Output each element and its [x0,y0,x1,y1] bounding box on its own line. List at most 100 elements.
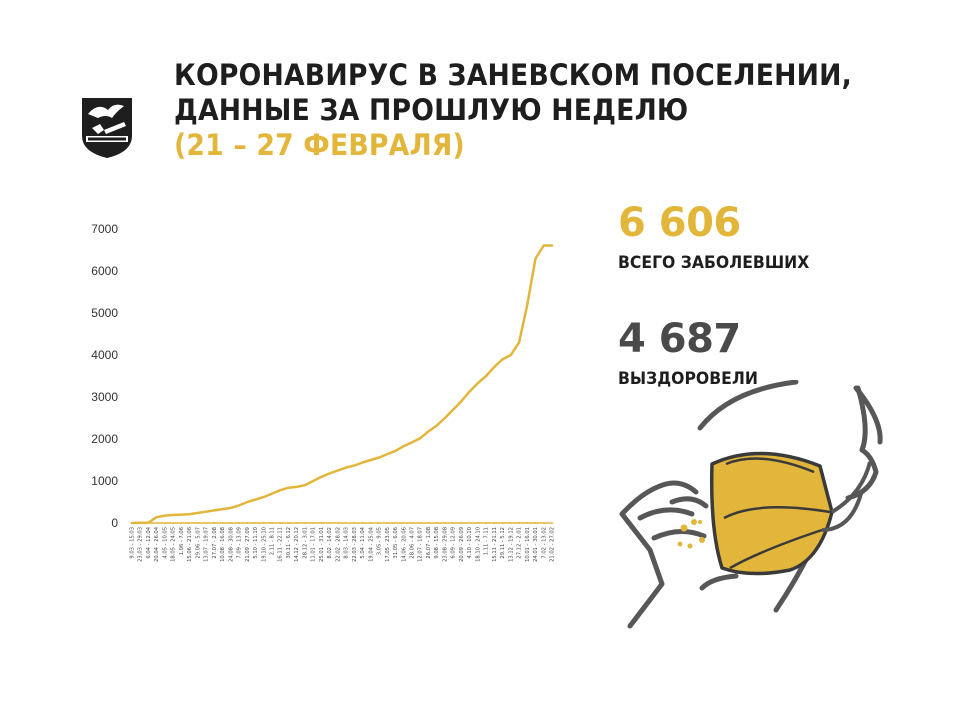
x-tick-label: 21.09 - 27.09 [245,527,251,562]
data-point [452,408,455,411]
data-point [205,522,208,524]
x-tick-label: 22.03 - 28.03 [352,527,358,562]
data-point [213,509,216,512]
data-point [180,522,183,524]
y-tick-label: 4000 [91,348,118,362]
data-point [229,522,232,524]
data-point [501,358,504,361]
data-point [378,522,380,524]
data-point [221,508,224,511]
data-point [246,501,249,503]
data-point [287,522,290,524]
data-point [172,514,175,516]
data-point [287,486,290,489]
data-point [394,449,397,452]
total-cases-label: ВСЕГО ЗАБОЛЕВШИХ [618,253,810,273]
data-point [271,522,273,524]
data-point [155,522,158,524]
x-tick-label: 30.11 - 6.12 [286,527,292,559]
data-point [509,354,512,356]
x-tick-label: 15.11 - 21.11 [492,527,498,562]
data-point [419,522,422,524]
data-point [164,522,166,524]
x-tick-label: 1.11 - 7.11 [484,527,490,555]
headline: КОРОНАВИРУС В ЗАНЕВСКОМ ПОСЕЛЕНИИ, ДАННЫ… [174,58,874,163]
data-point [213,522,216,524]
x-tick-label: 27.12 - 2.01 [517,527,523,559]
data-point [353,522,356,524]
data-point [509,522,512,524]
data-point [312,480,315,482]
coat-of-arms-icon [82,98,132,158]
x-tick-label: 24.01 - 30.01 [533,527,539,562]
data-point [304,484,306,487]
data-point [221,522,224,524]
data-point [386,453,389,456]
data-point [551,522,553,524]
data-point [526,303,529,306]
x-tick-label: 18.05 - 24.05 [171,527,177,562]
y-tick-label: 0 [111,516,118,530]
data-point [427,430,430,433]
data-point [485,375,488,377]
data-point [254,522,257,524]
data-point [542,522,545,524]
x-tick-label: 12.07 - 18.07 [418,527,424,562]
x-tick-label: 20.04 - 26.04 [154,526,160,562]
data-point [328,522,331,524]
data-point [411,522,413,524]
data-point [435,522,438,524]
data-point [196,522,199,524]
x-tick-label: 23.08 - 29.08 [442,527,448,562]
x-tick-label: 16.11 - 22.11 [278,527,284,562]
series-line-2 [130,244,554,525]
data-point [328,472,331,475]
data-point [279,489,282,492]
x-tick-label: 18.10 - 24.10 [475,527,481,562]
headline-date-range: (21 – 27 ФЕВРАЛЯ) [174,128,465,162]
face-mask-icon [619,380,883,629]
x-tick-label: 10.01 - 16.01 [525,527,531,562]
data-point [493,522,496,524]
data-point [534,257,537,260]
y-tick-label: 3000 [91,390,118,404]
data-point [468,522,471,524]
cases-line-chart: 0 1000 2000 3000 4000 5000 6000 7000 9.03 - 15.0… [91,222,555,562]
data-point [468,390,471,393]
y-tick-label: 5000 [91,306,118,320]
data-point [518,341,520,344]
data-point [147,521,150,524]
data-point [295,485,298,488]
data-point [271,492,273,495]
x-tick-label: 3.05 - 9.05 [377,527,383,555]
x-tick-label: 1.06 - 7.06 [179,527,185,555]
data-point [460,400,463,403]
data-point [452,522,455,524]
data-point [320,522,323,524]
recovered-value: 4 687 [618,316,741,362]
x-tick-label: 5.04 - 11.04 [360,526,366,558]
data-point [336,469,339,472]
data-point [139,521,142,524]
data-point [229,506,232,509]
x-tick-label: 15.06 - 21.06 [187,527,193,562]
data-point [394,522,397,524]
data-point [188,513,191,516]
data-point [386,522,389,524]
data-point [526,522,529,524]
x-tick-label: 7.09 - 13.09 [237,527,243,559]
x-tick-label: 4.05 - 10.05 [162,527,168,559]
x-tick-label: 8.02 - 14.02 [327,527,333,559]
x-tick-label: 10.08 - 16.08 [220,527,226,562]
data-point [155,516,158,519]
data-point [262,522,265,524]
data-point [131,522,133,524]
x-tick-label: 28.06 - 4.07 [410,527,416,559]
data-point [402,445,405,448]
x-tick-label: 19.10 - 25.10 [261,527,267,562]
y-tick-label: 2000 [91,432,118,446]
data-point [320,475,323,478]
data-point [518,522,520,524]
recovered-label: ВЫЗДОРОВЕЛИ [618,369,758,389]
x-tick-label: 28.12 - 3.01 [302,527,308,559]
